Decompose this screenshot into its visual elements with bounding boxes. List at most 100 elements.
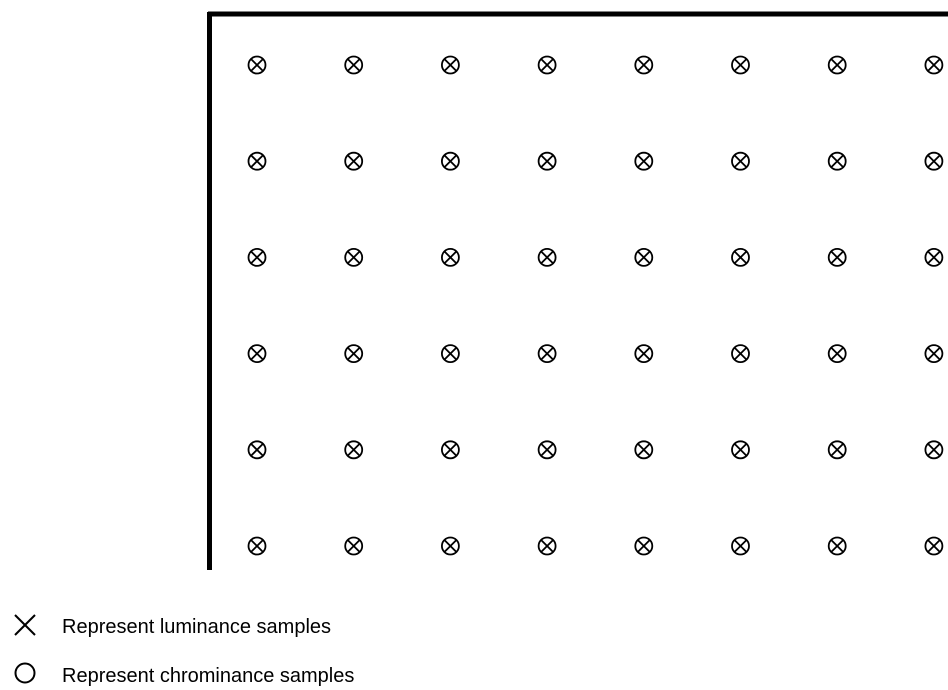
sample-point bbox=[440, 247, 460, 267]
luminance-sample-cross-stroke bbox=[249, 346, 265, 361]
sample-point bbox=[344, 344, 364, 364]
sample-point bbox=[827, 344, 847, 364]
sample-point bbox=[634, 55, 654, 75]
sample-point bbox=[827, 536, 847, 556]
chrominance-sample-circle bbox=[731, 440, 750, 460]
luminance-sample-cross-stroke bbox=[249, 154, 265, 169]
sample-point bbox=[247, 55, 267, 75]
luminance-sample-cross-stroke bbox=[830, 154, 845, 169]
chrominance-sample-circle bbox=[440, 247, 460, 267]
chrominance-sample-circle bbox=[344, 55, 364, 75]
luminance-sample-cross-stroke bbox=[539, 250, 555, 265]
chrominance-sample-circle bbox=[440, 55, 460, 75]
sample-point bbox=[827, 440, 847, 460]
chrominance-sample-circle bbox=[344, 536, 364, 556]
sample-point bbox=[731, 247, 750, 267]
sample-point bbox=[634, 440, 654, 460]
luminance-sample-cross-stroke bbox=[636, 538, 651, 554]
luminance-sample-cross-stroke bbox=[249, 57, 265, 73]
chrominance-sample-circle bbox=[247, 55, 267, 75]
sample-point bbox=[537, 440, 557, 460]
chrominance-sample-circle bbox=[247, 344, 267, 364]
chrominance-legend-label: Represent chrominance samples bbox=[62, 665, 354, 687]
luminance-sample-cross-stroke bbox=[636, 154, 651, 169]
chrominance-sample-circle bbox=[731, 151, 750, 171]
luminance-sample-cross-stroke bbox=[346, 346, 361, 361]
sample-point bbox=[731, 151, 750, 171]
luminance-sample-cross-stroke bbox=[539, 346, 555, 361]
chrominance-sample-circle bbox=[247, 536, 267, 556]
circle-icon bbox=[14, 662, 36, 684]
chrominance-sample-circle bbox=[344, 344, 364, 364]
luminance-sample-cross-stroke bbox=[443, 154, 458, 169]
chrominance-sample-circle bbox=[537, 151, 557, 171]
sample-point bbox=[827, 55, 847, 75]
luminance-sample-cross-stroke bbox=[733, 538, 748, 554]
luminance-sample-cross-stroke bbox=[733, 154, 748, 169]
chrominance-sample-circle bbox=[344, 440, 364, 460]
chrominance-sample-circle bbox=[731, 536, 750, 556]
sample-point bbox=[440, 55, 460, 75]
sample-point bbox=[827, 247, 847, 267]
luminance-sample-cross-stroke bbox=[346, 250, 361, 265]
sample-point bbox=[537, 151, 557, 171]
chrominance-sample-circle bbox=[634, 344, 654, 364]
sample-point bbox=[537, 344, 557, 364]
luminance-sample-cross-stroke bbox=[249, 442, 265, 457]
chrominance-sample-circle bbox=[924, 55, 944, 75]
luminance-sample-cross-stroke bbox=[733, 57, 748, 73]
luminance-sample-cross-stroke bbox=[539, 57, 555, 73]
chrominance-sample-circle bbox=[344, 151, 364, 171]
luminance-sample-cross-stroke bbox=[926, 442, 942, 457]
luminance-sample-cross-stroke bbox=[346, 57, 361, 73]
chrominance-sample-circle bbox=[634, 247, 654, 267]
sample-point bbox=[440, 440, 460, 460]
luminance-sample-cross-stroke bbox=[926, 154, 942, 169]
chrominance-sample-circle bbox=[731, 55, 750, 75]
chrominance-sample-circle bbox=[827, 55, 847, 75]
chrominance-sample-circle bbox=[634, 151, 654, 171]
sample-point bbox=[537, 55, 557, 75]
luminance-sample-cross-stroke bbox=[926, 57, 942, 73]
luminance-sample-cross-stroke bbox=[830, 346, 845, 361]
sample-point bbox=[344, 536, 364, 556]
sample-point bbox=[634, 344, 654, 364]
chrominance-sample-circle bbox=[247, 440, 267, 460]
sample-point bbox=[731, 536, 750, 556]
chrominance-sample-circle bbox=[924, 344, 944, 364]
sample-point bbox=[440, 151, 460, 171]
luminance-sample-cross-stroke bbox=[830, 57, 845, 73]
sample-point bbox=[731, 440, 750, 460]
luminance-sample-cross-stroke bbox=[346, 154, 361, 169]
chrominance-sample-circle bbox=[247, 247, 267, 267]
sample-point bbox=[924, 151, 944, 171]
chrominance-sample-circle bbox=[440, 440, 460, 460]
chrominance-sample-circle bbox=[247, 151, 267, 171]
chrominance-sample-circle bbox=[731, 344, 750, 364]
luminance-sample-cross-stroke bbox=[346, 538, 361, 554]
chrominance-sample-circle bbox=[537, 247, 557, 267]
chrominance-sample-circle bbox=[634, 440, 654, 460]
chrominance-sample-circle bbox=[827, 440, 847, 460]
chrominance-sample-circle bbox=[537, 536, 557, 556]
luminance-sample-cross-stroke bbox=[443, 57, 458, 73]
luminance-sample-cross-stroke bbox=[539, 538, 555, 554]
chrominance-sample-circle bbox=[537, 55, 557, 75]
luminance-sample-cross-stroke bbox=[926, 538, 942, 554]
sample-point bbox=[731, 344, 750, 364]
chrominance-legend-item: Represent chrominance samples bbox=[14, 662, 354, 687]
luminance-sample-cross-stroke bbox=[443, 442, 458, 457]
sample-point bbox=[537, 536, 557, 556]
luminance-sample-cross-stroke bbox=[539, 154, 555, 169]
sample-point bbox=[247, 440, 267, 460]
chrominance-sample-circle bbox=[924, 440, 944, 460]
legend: Represent luminance samples Represent ch… bbox=[14, 614, 354, 687]
chrominance-sample-circle bbox=[344, 247, 364, 267]
luminance-sample-cross-stroke bbox=[443, 538, 458, 554]
sample-point bbox=[247, 536, 267, 556]
luminance-sample-cross-stroke bbox=[926, 346, 942, 361]
chrominance-sample-circle bbox=[537, 344, 557, 364]
sample-point bbox=[924, 440, 944, 460]
sample-point bbox=[924, 55, 944, 75]
